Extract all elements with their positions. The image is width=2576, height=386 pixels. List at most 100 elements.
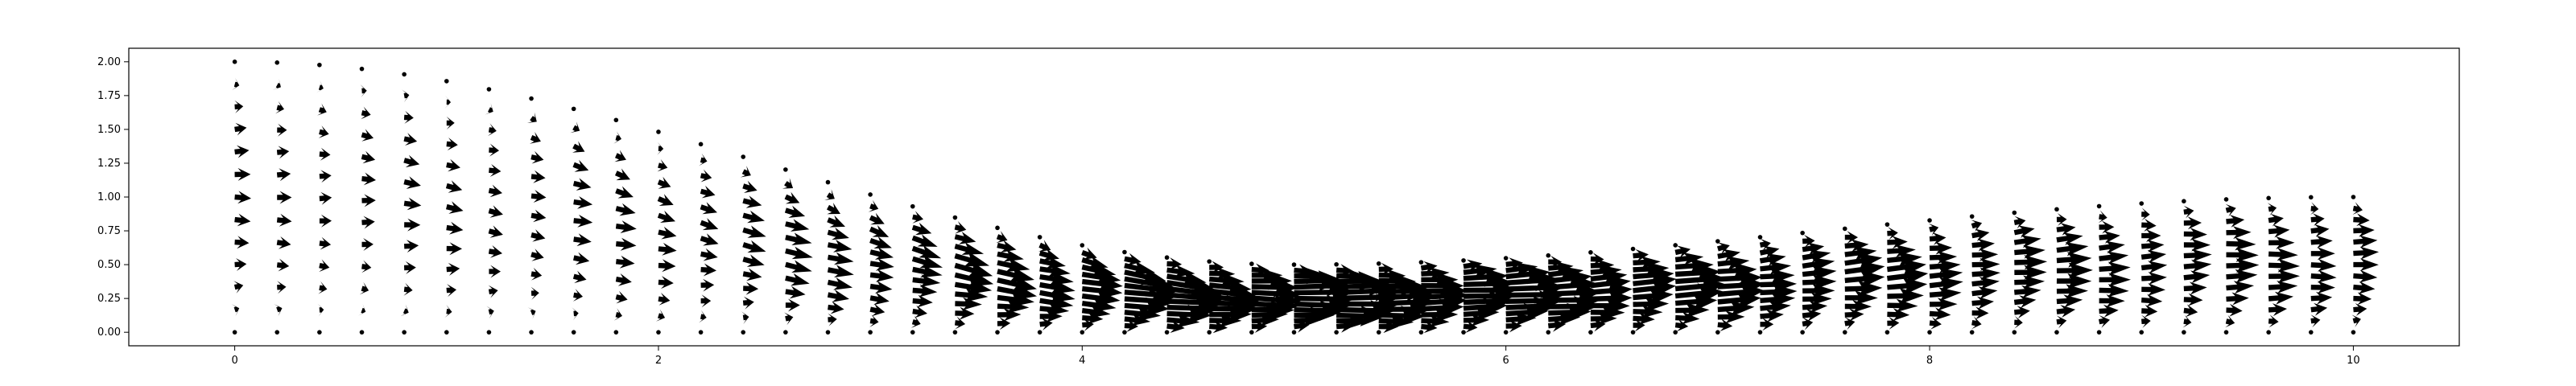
velocity-arrow — [2226, 258, 2260, 273]
velocity-arrow — [997, 317, 1011, 331]
velocity-arrow — [616, 255, 635, 269]
velocity-arrow — [1929, 259, 1961, 273]
boundary-point — [2182, 330, 2186, 335]
velocity-arrow — [2013, 235, 2041, 248]
velocity-arrow — [2268, 236, 2295, 249]
boundary-point — [1122, 330, 1127, 335]
velocity-arrow — [613, 131, 621, 144]
velocity-arrow — [1760, 276, 1798, 293]
velocity-arrow — [2141, 294, 2163, 307]
velocity-arrow — [1463, 259, 1483, 273]
velocity-arrow — [1844, 308, 1864, 322]
velocity-arrow — [1717, 248, 1740, 262]
velocity-arrow — [2225, 203, 2236, 217]
velocity-arrow — [1887, 267, 1929, 285]
x-tick-label: 10 — [2347, 355, 2360, 367]
velocity-arrow — [1633, 318, 1645, 332]
velocity-arrow — [1887, 277, 1928, 295]
y-tick-label: 1.75 — [97, 90, 121, 102]
velocity-arrow — [1760, 301, 1791, 314]
velocity-arrow — [2268, 248, 2298, 261]
y-tick-label: 0.75 — [97, 225, 121, 237]
velocity-arrow — [1802, 249, 1831, 263]
velocity-arrow — [911, 254, 943, 269]
velocity-arrow — [1971, 220, 1983, 232]
velocity-arrow — [1844, 270, 1885, 288]
boundary-point — [1800, 230, 1805, 236]
boundary-point — [868, 192, 873, 197]
velocity-arrow — [2310, 258, 2337, 272]
velocity-arrow — [488, 205, 503, 218]
velocity-arrow — [1251, 263, 1269, 277]
velocity-arrow — [1802, 317, 1814, 331]
velocity-arrow — [954, 278, 993, 295]
velocity-arrow — [1251, 294, 1299, 316]
boundary-point — [529, 96, 534, 101]
boundary-point — [1588, 250, 1593, 255]
velocity-arrow — [1929, 268, 1963, 283]
velocity-arrow — [1887, 288, 1924, 305]
velocity-arrow — [700, 202, 717, 215]
velocity-arrow — [1336, 313, 1372, 329]
velocity-arrow — [1717, 261, 1757, 280]
velocity-arrow — [2014, 306, 2030, 318]
velocity-arrow — [2268, 258, 2301, 273]
velocity-arrow — [1039, 263, 1071, 277]
boundary-point — [825, 330, 831, 335]
boundary-point — [2266, 330, 2271, 335]
velocity-arrow — [1038, 240, 1051, 252]
boundary-point — [1461, 330, 1466, 335]
boundary-point — [1503, 256, 1509, 261]
velocity-arrow — [2268, 291, 2293, 305]
velocity-arrow — [488, 285, 498, 298]
velocity-arrow — [1124, 266, 1166, 285]
velocity-arrow — [1929, 277, 1963, 292]
velocity-arrow — [1887, 251, 1922, 267]
velocity-arrow — [1378, 306, 1425, 326]
velocity-arrow — [742, 296, 754, 310]
velocity-arrow — [360, 84, 367, 97]
velocity-arrow — [2099, 231, 2120, 244]
velocity-arrow — [785, 298, 800, 312]
boundary-point — [1207, 259, 1212, 264]
velocity-arrow — [827, 215, 845, 228]
velocity-arrow — [2351, 314, 2361, 327]
velocity-arrow — [1930, 298, 1958, 311]
velocity-arrow — [403, 197, 422, 211]
velocity-arrow — [1971, 306, 1989, 320]
velocity-arrow — [1971, 257, 2000, 271]
velocity-arrow — [1124, 261, 1156, 275]
boundary-point — [232, 60, 237, 64]
velocity-arrow — [742, 268, 762, 281]
velocity-arrow — [1081, 261, 1117, 277]
velocity-arrow — [1124, 278, 1178, 300]
velocity-arrow — [1590, 269, 1628, 286]
velocity-arrow — [955, 306, 975, 320]
boundary-point — [2308, 195, 2314, 200]
velocity-arrow — [2183, 248, 2212, 262]
velocity-arrow — [2141, 229, 2161, 242]
velocity-arrow — [530, 286, 539, 300]
velocity-arrow — [658, 226, 677, 240]
velocity-arrow — [615, 273, 632, 286]
velocity-arrow — [2141, 304, 2158, 318]
velocity-arrow — [869, 314, 879, 327]
velocity-arrow — [2140, 249, 2167, 263]
velocity-arrow — [700, 248, 718, 261]
velocity-arrow — [231, 304, 240, 317]
velocity-arrow — [1887, 236, 1908, 249]
velocity-arrow — [573, 252, 590, 265]
velocity-arrow — [1675, 311, 1700, 325]
boundary-point — [952, 215, 958, 220]
boundary-point — [402, 330, 407, 335]
boundary-point — [1757, 330, 1763, 335]
velocity-arrow — [572, 141, 585, 153]
velocity-arrow — [2183, 238, 2211, 252]
velocity-arrow — [1844, 231, 1858, 244]
velocity-arrow — [615, 186, 634, 199]
velocity-arrow — [1590, 281, 1633, 301]
velocity-arrow — [2099, 273, 2131, 287]
velocity-arrow — [1802, 274, 1837, 290]
boundary-point — [1418, 260, 1424, 265]
velocity-arrow — [912, 274, 941, 288]
